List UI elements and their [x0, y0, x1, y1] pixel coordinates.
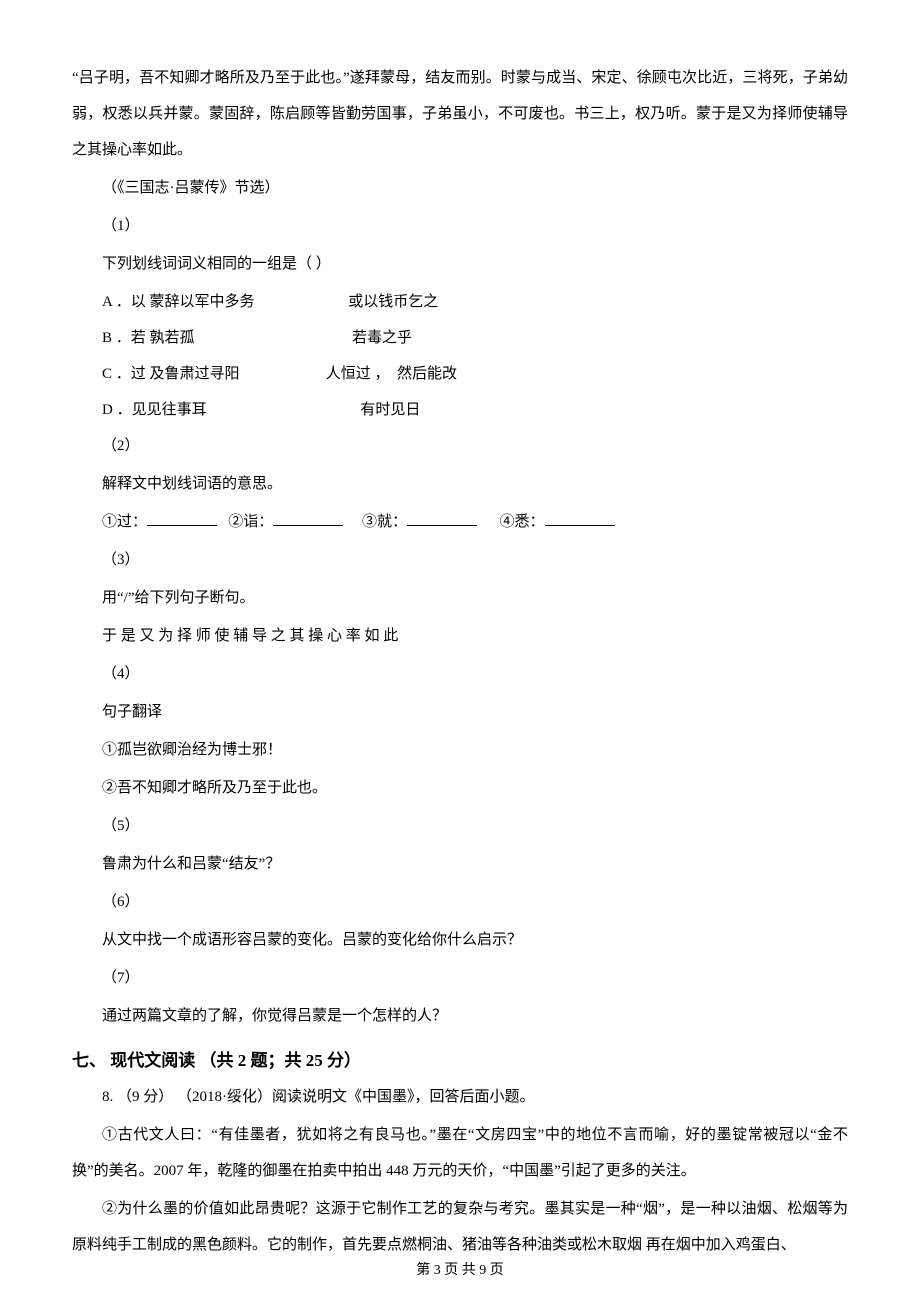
- q8-para2: ②为什么墨的价值如此昂贵呢？这源于它制作工艺的复杂与考究。墨其实是一种“烟”，是…: [72, 1191, 848, 1263]
- q2-item1-label: ①过：: [102, 514, 147, 530]
- q5-number: （5）: [72, 808, 848, 844]
- q3-sentence: 于 是 又 为 择 师 使 辅 导 之 其 操 心 率 如 此: [72, 618, 848, 654]
- q4-stem: 句子翻译: [72, 694, 848, 730]
- q8-para1: ①古代文人曰：“有佳墨者，犹如将之有良马也。”墨在“文房四宝”中的地位不言而喻，…: [72, 1117, 848, 1189]
- q2-stem: 解释文中划线词语的意思。: [72, 466, 848, 502]
- q3-number: （3）: [72, 542, 848, 578]
- section-7-title: 七、 现代文阅读 （共 2 题；共 25 分）: [72, 1042, 848, 1079]
- q4-sentence2: ②吾不知卿才略所及乃至于此也。: [72, 770, 848, 806]
- option-left: 若 孰若孤: [131, 330, 195, 346]
- page-footer: 第 3 页 共 9 页: [0, 1259, 920, 1279]
- q2-number: （2）: [72, 428, 848, 464]
- option-label: C ．: [102, 366, 131, 382]
- passage-source: （《三国志·吕蒙传》节选）: [72, 170, 848, 206]
- blank-input[interactable]: [273, 511, 343, 526]
- blank-input[interactable]: [407, 511, 477, 526]
- option-label: B ．: [102, 330, 131, 346]
- q8-head: 8. （9 分） （2018·绥化）阅读说明文《中国墨》，回答后面小题。: [72, 1079, 848, 1115]
- q1-option-d: D ．见见往事耳 有时见日: [72, 392, 848, 428]
- q4-number: （4）: [72, 656, 848, 692]
- passage-continuation: “吕子明，吾不知卿才略所及乃至于此也。”遂拜蒙母，结友而别。时蒙与成当、宋定、徐…: [72, 60, 848, 168]
- q7-stem: 通过两篇文章的了解，你觉得吕蒙是一个怎样的人？: [72, 998, 848, 1034]
- q5-stem: 鲁肃为什么和吕蒙“结友”？: [72, 846, 848, 882]
- q1-number: （1）: [72, 208, 848, 244]
- q1-option-b: B ．若 孰若孤 若毒之乎: [72, 320, 848, 356]
- option-left: 以 蒙辞以军中多务: [131, 294, 255, 310]
- option-label: A ．: [102, 294, 131, 310]
- option-right: 有时见日: [360, 402, 420, 418]
- q4-sentence1: ①孤岂欲卿治经为博士邪！: [72, 732, 848, 768]
- q6-number: （6）: [72, 884, 848, 920]
- option-right: 若毒之乎: [352, 330, 412, 346]
- option-left: 过 及鲁肃过寻阳: [131, 366, 240, 382]
- q2-item4-label: ④悉：: [500, 514, 545, 530]
- q2-item3-label: ③就：: [362, 514, 407, 530]
- q3-stem: 用“/”给下列句子断句。: [72, 580, 848, 616]
- blank-input[interactable]: [545, 511, 615, 526]
- q2-blanks: ①过： ②诣： ③就： ④悉：: [72, 504, 848, 540]
- blank-input[interactable]: [147, 511, 217, 526]
- q6-stem: 从文中找一个成语形容吕蒙的变化。吕蒙的变化给你什么启示？: [72, 922, 848, 958]
- option-label: D ．: [102, 402, 132, 418]
- q1-option-c: C ．过 及鲁肃过寻阳 人恒过 ， 然后能改: [72, 356, 848, 392]
- q1-stem: 下列划线词词义相同的一组是（ ）: [72, 246, 848, 282]
- q2-item2-label: ②诣：: [228, 514, 273, 530]
- option-left: 见见往事耳: [132, 402, 207, 418]
- q7-number: （7）: [72, 960, 848, 996]
- option-right: 或以钱币乞之: [348, 294, 438, 310]
- option-right: 人恒过 ， 然后能改: [326, 366, 457, 382]
- q1-option-a: A ．以 蒙辞以军中多务 或以钱币乞之: [72, 284, 848, 320]
